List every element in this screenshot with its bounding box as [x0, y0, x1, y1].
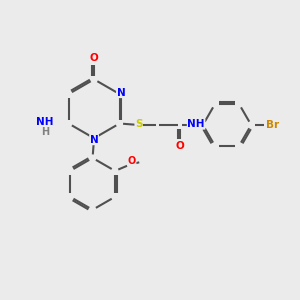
Text: O: O	[90, 53, 98, 63]
Text: S: S	[135, 119, 142, 129]
Text: O: O	[128, 156, 136, 166]
Text: Br: Br	[266, 120, 279, 130]
Text: NH: NH	[188, 119, 205, 129]
Text: H: H	[41, 127, 49, 137]
Text: O: O	[176, 141, 184, 151]
Text: NH: NH	[36, 117, 54, 127]
Text: N: N	[90, 135, 98, 145]
Text: N: N	[117, 88, 125, 98]
